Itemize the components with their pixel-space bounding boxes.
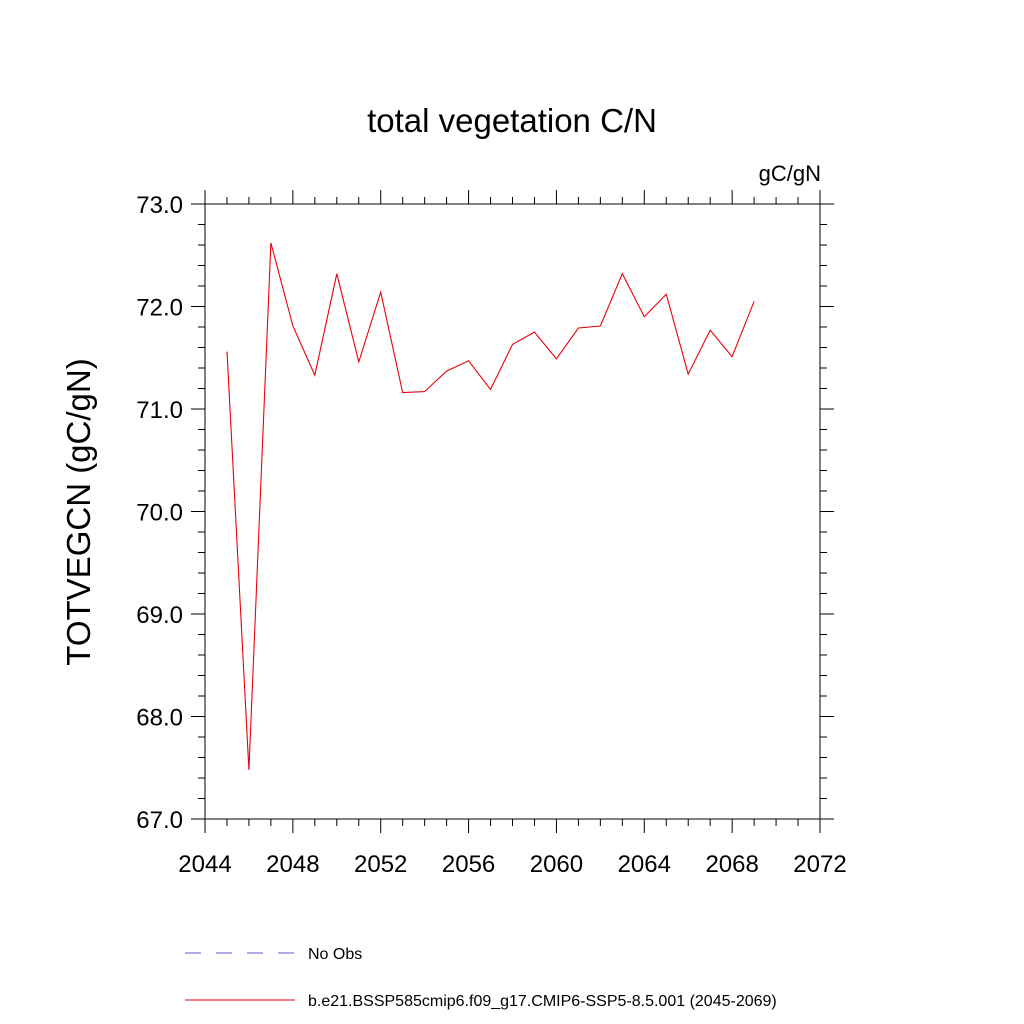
x-tick-label: 2064 bbox=[618, 851, 671, 878]
legend-label: b.e21.BSSP585cmip6.f09_g17.CMIP6-SSP5-8.… bbox=[308, 993, 777, 1010]
plot-frame bbox=[204, 203, 821, 820]
units-label: gC/gN bbox=[759, 161, 821, 186]
chart-title: total vegetation C/N bbox=[367, 102, 657, 139]
legend-label: No Obs bbox=[308, 946, 362, 963]
y-tick-label: 72.0 bbox=[136, 295, 183, 322]
plot-area bbox=[204, 203, 821, 820]
axis-ticks: 2044 2048 2052 2056 2060 2064 2068 2072 67.0 68.0… bbox=[136, 190, 847, 878]
y-tick-label: 73.0 bbox=[136, 192, 183, 219]
y-tick-label: 69.0 bbox=[136, 602, 183, 629]
legend: No Obs b.e21.BSSP585cmip6.f09_g17.CMIP6-S… bbox=[185, 946, 777, 1010]
x-tick-label: 2068 bbox=[705, 851, 758, 878]
x-tick-label: 2056 bbox=[442, 851, 495, 878]
x-tick-label: 2052 bbox=[354, 851, 407, 878]
x-tick-label: 2048 bbox=[266, 851, 319, 878]
x-tick-label: 2072 bbox=[793, 851, 846, 878]
y-tick-label: 70.0 bbox=[136, 500, 183, 527]
x-tick-label: 2044 bbox=[178, 851, 231, 878]
x-tick-label: 2060 bbox=[530, 851, 583, 878]
series-line bbox=[226, 242, 755, 770]
y-axis-title: TOTVEGCN (gC/gN) bbox=[60, 358, 97, 665]
y-tick-label: 67.0 bbox=[136, 807, 183, 834]
y-tick-label: 71.0 bbox=[136, 397, 183, 424]
y-tick-label: 68.0 bbox=[136, 705, 183, 732]
